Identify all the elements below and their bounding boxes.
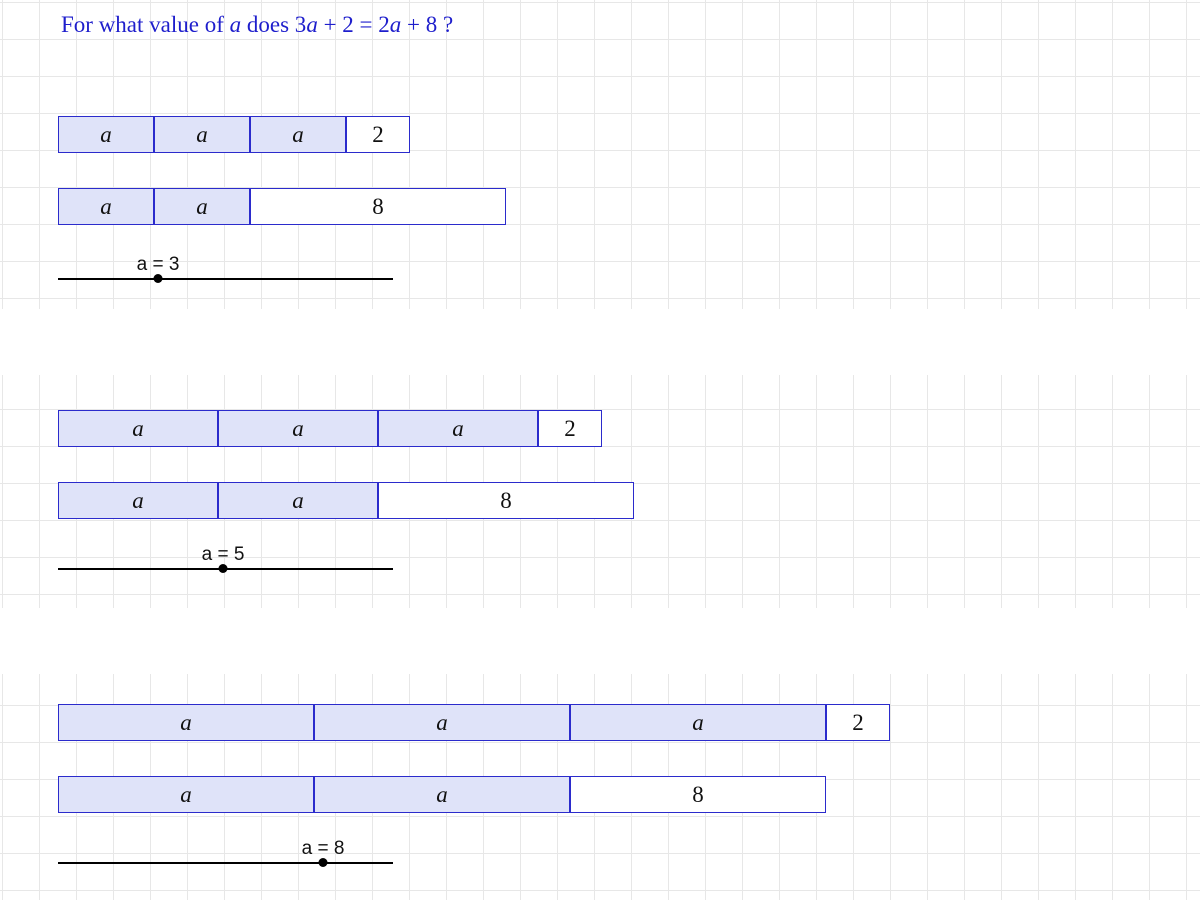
white-gap: [0, 608, 1200, 674]
constant-segment: 2: [826, 704, 890, 741]
q-mid: does 3: [241, 12, 306, 37]
a-segment: a: [58, 410, 218, 447]
slider-label: a = 5: [202, 544, 245, 566]
a-segment: a: [58, 776, 314, 813]
q-prefix: For what value of: [61, 12, 230, 37]
slider-track: [58, 862, 393, 864]
a-segment: a: [58, 482, 218, 519]
q-var3: a: [390, 12, 402, 37]
slider-label: a = 8: [302, 838, 345, 860]
constant-segment: 2: [346, 116, 410, 153]
q-suffix: + 8 ?: [401, 12, 453, 37]
bar-row-lhs: aaa2: [58, 116, 410, 153]
slider-track: [58, 278, 393, 280]
a-segment: a: [250, 116, 346, 153]
q-var1: a: [230, 12, 242, 37]
a-segment: a: [154, 188, 250, 225]
bar-row-lhs: aaa2: [58, 410, 602, 447]
a-segment: a: [58, 188, 154, 225]
constant-segment: 8: [250, 188, 506, 225]
constant-segment: 8: [570, 776, 826, 813]
a-segment: a: [218, 410, 378, 447]
constant-segment: 2: [538, 410, 602, 447]
bar-row-lhs: aaa2: [58, 704, 890, 741]
q-plus2: + 2 = 2: [318, 12, 390, 37]
a-slider[interactable]: a = 3: [58, 260, 393, 290]
a-segment: a: [314, 704, 570, 741]
bar-row-rhs: aa8: [58, 188, 506, 225]
a-slider[interactable]: a = 5: [58, 550, 393, 580]
slider-label: a = 3: [137, 254, 180, 276]
bar-row-rhs: aa8: [58, 482, 634, 519]
a-segment: a: [378, 410, 538, 447]
a-segment: a: [58, 704, 314, 741]
a-segment: a: [314, 776, 570, 813]
white-gap: [0, 309, 1200, 375]
a-segment: a: [218, 482, 378, 519]
a-segment: a: [570, 704, 826, 741]
white-gap: [0, 900, 1200, 922]
a-slider[interactable]: a = 8: [58, 844, 393, 874]
question-text: For what value of a does 3a + 2 = 2a + 8…: [61, 12, 453, 38]
q-var2: a: [306, 12, 318, 37]
a-segment: a: [154, 116, 250, 153]
bar-row-rhs: aa8: [58, 776, 826, 813]
constant-segment: 8: [378, 482, 634, 519]
a-segment: a: [58, 116, 154, 153]
